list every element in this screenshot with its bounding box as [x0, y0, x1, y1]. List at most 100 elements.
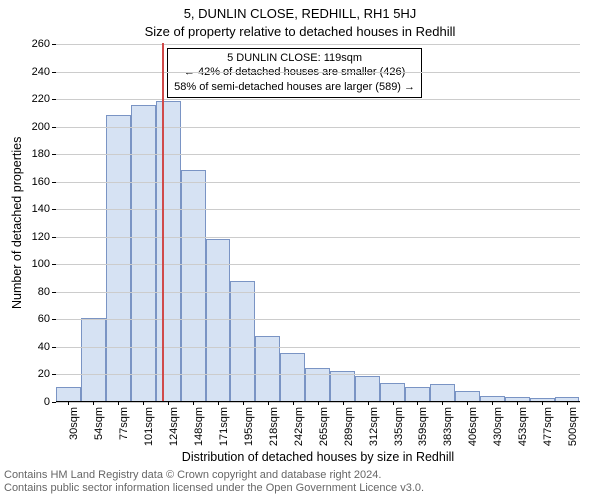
grid-line — [56, 264, 580, 265]
x-tick-label: 242sqm — [293, 407, 305, 446]
x-tick-label: 289sqm — [343, 407, 355, 446]
y-tick-label: 80 — [38, 286, 50, 298]
footer-attribution: Contains HM Land Registry data © Crown c… — [4, 469, 424, 497]
grid-line — [56, 127, 580, 128]
reference-line — [162, 43, 164, 401]
histogram-bar — [430, 384, 455, 401]
histogram-bar — [305, 368, 330, 401]
x-tick-mark — [343, 401, 344, 405]
x-tick-label: 406sqm — [467, 407, 479, 446]
y-tick-label: 140 — [32, 203, 50, 215]
y-tick-label: 220 — [32, 93, 50, 105]
grid-line — [56, 154, 580, 155]
grid-line — [56, 347, 580, 348]
x-tick-label: 171sqm — [218, 407, 230, 446]
y-tick-label: 260 — [32, 38, 50, 50]
plot-area: 5 DUNLIN CLOSE: 119sqm ← 42% of detached… — [56, 44, 580, 402]
y-tick-mark — [52, 374, 56, 375]
y-tick-label: 160 — [32, 176, 50, 188]
x-axis-label: Distribution of detached houses by size … — [56, 450, 580, 464]
x-tick-mark — [268, 401, 269, 405]
x-tick-label: 335sqm — [393, 407, 405, 446]
x-tick-label: 124sqm — [168, 407, 180, 446]
histogram-bar — [455, 391, 480, 401]
y-tick-mark — [52, 99, 56, 100]
y-tick-mark — [52, 72, 56, 73]
grid-line — [56, 209, 580, 210]
y-tick-mark — [52, 237, 56, 238]
x-tick-mark — [368, 401, 369, 405]
y-tick-mark — [52, 292, 56, 293]
y-tick-mark — [52, 347, 56, 348]
y-tick-mark — [52, 209, 56, 210]
y-tick-mark — [52, 402, 56, 403]
y-tick-mark — [52, 44, 56, 45]
y-tick-label: 200 — [32, 121, 50, 133]
grid-line — [56, 99, 580, 100]
x-tick-mark — [68, 401, 69, 405]
grid-line — [56, 319, 580, 320]
x-tick-label: 148sqm — [193, 407, 205, 446]
histogram-bar — [280, 353, 305, 401]
y-tick-label: 0 — [44, 396, 50, 408]
grid-line — [56, 72, 580, 73]
x-tick-mark — [218, 401, 219, 405]
histogram-bar — [81, 318, 106, 401]
y-tick-label: 20 — [38, 368, 50, 380]
histogram-bar — [106, 115, 131, 401]
footer-line1: Contains HM Land Registry data © Crown c… — [4, 469, 424, 483]
grid-line — [56, 374, 580, 375]
x-tick-mark — [542, 401, 543, 405]
histogram-bar — [181, 170, 206, 401]
grid-line — [56, 292, 580, 293]
x-tick-label: 500sqm — [567, 407, 579, 446]
x-tick-mark — [193, 401, 194, 405]
x-tick-mark — [442, 401, 443, 405]
x-tick-mark — [567, 401, 568, 405]
histogram-bar — [131, 105, 156, 401]
y-tick-mark — [52, 264, 56, 265]
x-tick-mark — [118, 401, 119, 405]
grid-line — [56, 237, 580, 238]
x-tick-mark — [467, 401, 468, 405]
histogram-bar — [355, 376, 380, 401]
x-tick-label: 477sqm — [542, 407, 554, 446]
x-tick-mark — [93, 401, 94, 405]
y-tick-label: 60 — [38, 313, 50, 325]
histogram-bar — [156, 101, 181, 401]
x-tick-mark — [318, 401, 319, 405]
y-tick-mark — [52, 319, 56, 320]
y-tick-label: 180 — [32, 148, 50, 160]
x-tick-mark — [417, 401, 418, 405]
x-tick-label: 265sqm — [318, 407, 330, 446]
histogram-bar — [405, 387, 430, 401]
x-tick-mark — [168, 401, 169, 405]
x-tick-label: 359sqm — [417, 407, 429, 446]
x-tick-mark — [517, 401, 518, 405]
y-tick-mark — [52, 154, 56, 155]
x-tick-mark — [143, 401, 144, 405]
y-tick-label: 40 — [38, 341, 50, 353]
x-tick-label: 430sqm — [492, 407, 504, 446]
callout-line3: 58% of semi-detached houses are larger (… — [174, 80, 415, 94]
x-tick-label: 453sqm — [517, 407, 529, 446]
x-tick-label: 218sqm — [268, 407, 280, 446]
x-tick-label: 30sqm — [68, 407, 80, 440]
y-tick-label: 240 — [32, 66, 50, 78]
y-tick-mark — [52, 127, 56, 128]
chart-title-subtitle: Size of property relative to detached ho… — [0, 24, 600, 39]
x-tick-mark — [243, 401, 244, 405]
histogram-chart: 5, DUNLIN CLOSE, REDHILL, RH1 5HJ Size o… — [0, 0, 600, 500]
x-tick-mark — [393, 401, 394, 405]
callout-line1: 5 DUNLIN CLOSE: 119sqm — [174, 51, 415, 65]
grid-line — [56, 44, 580, 45]
grid-line — [56, 182, 580, 183]
histogram-bar — [380, 383, 405, 401]
y-tick-label: 100 — [32, 258, 50, 270]
x-tick-label: 195sqm — [243, 407, 255, 446]
y-tick-mark — [52, 182, 56, 183]
x-tick-label: 101sqm — [143, 407, 155, 446]
x-tick-mark — [492, 401, 493, 405]
histogram-bar — [56, 387, 81, 401]
x-tick-label: 383sqm — [442, 407, 454, 446]
